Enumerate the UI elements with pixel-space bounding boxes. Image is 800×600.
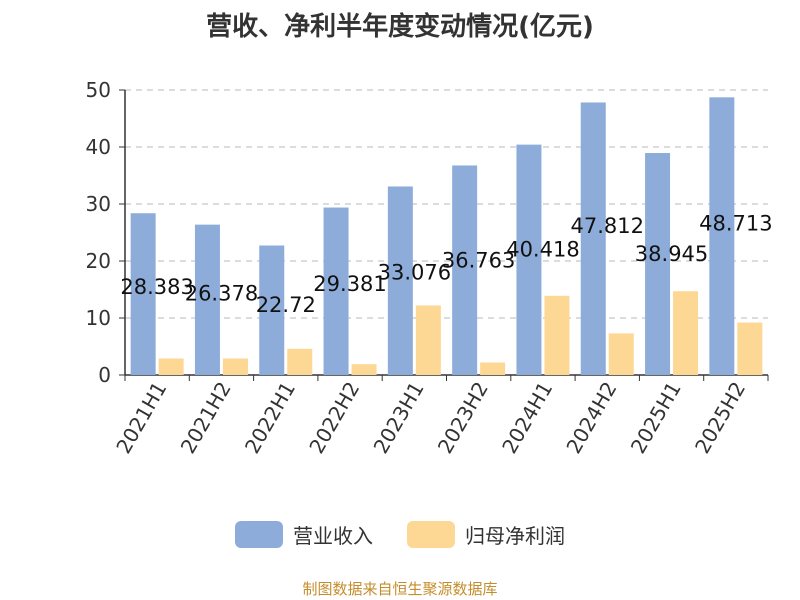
bar-net-profit [480, 362, 506, 375]
bar-revenue [259, 245, 285, 375]
bar-net-profit [608, 333, 634, 375]
y-tick-label: 20 [86, 249, 111, 273]
data-label-revenue: 47.812 [571, 214, 644, 238]
bar-net-profit [158, 358, 184, 375]
bar-net-profit [287, 348, 313, 375]
x-tick-label: 2021H2 [176, 378, 236, 458]
legend-swatch-net-profit [407, 521, 455, 548]
x-tick-label: 2024H1 [497, 378, 557, 458]
bar-revenue [323, 207, 349, 375]
bar-net-profit [351, 364, 377, 375]
bar-net-profit [544, 295, 570, 375]
data-label-revenue: 48.713 [699, 211, 772, 235]
data-label-revenue: 22.72 [256, 293, 316, 317]
x-tick-label: 2025H1 [626, 378, 686, 458]
legend-swatch-revenue [235, 521, 283, 548]
y-tick-label: 0 [98, 363, 111, 387]
bar-revenue [580, 102, 606, 375]
bar-net-profit [737, 322, 763, 375]
legend-item-revenue[interactable]: 营业收入 [235, 520, 373, 549]
y-tick-label: 50 [86, 78, 111, 102]
data-label-revenue: 38.945 [635, 242, 708, 266]
data-label-revenue: 33.076 [378, 260, 451, 284]
y-tick-label: 40 [86, 135, 111, 159]
bar-revenue [194, 224, 220, 375]
x-tick-label: 2022H2 [304, 378, 364, 458]
bar-revenue [645, 153, 671, 375]
data-label-revenue: 40.418 [506, 237, 579, 261]
x-tick-label: 2023H2 [433, 378, 493, 458]
bar-revenue [130, 213, 156, 375]
legend-label-net-profit: 归母净利润 [465, 524, 565, 548]
data-label-revenue: 29.381 [313, 272, 386, 296]
x-tick-label: 2022H1 [240, 378, 300, 458]
bar-revenue [452, 165, 478, 375]
legend-label-revenue: 营业收入 [293, 524, 373, 548]
legend-item-net-profit[interactable]: 归母净利润 [407, 520, 565, 549]
source-note: 制图数据来自恒生聚源数据库 [302, 580, 498, 598]
data-label-revenue: 26.378 [185, 281, 258, 305]
bar-net-profit [222, 358, 248, 375]
y-tick-label: 10 [86, 306, 111, 330]
bar-net-profit [673, 291, 699, 375]
data-label-revenue: 28.383 [120, 275, 193, 299]
legend: 营业收入 归母净利润 [0, 520, 800, 549]
chart-title: 营收、净利半年度变动情况(亿元) [206, 12, 594, 42]
bar-revenue [387, 186, 413, 375]
bar-revenue [516, 144, 542, 375]
bar-revenue [709, 97, 735, 375]
x-tick-label: 2024H2 [561, 378, 621, 458]
bar-net-profit [415, 305, 441, 375]
y-tick-label: 30 [86, 192, 111, 216]
x-tick-label: 2021H1 [111, 378, 171, 458]
data-label-revenue: 36.763 [442, 249, 515, 273]
x-tick-label: 2023H1 [369, 378, 429, 458]
x-tick-label: 2025H2 [690, 378, 750, 458]
